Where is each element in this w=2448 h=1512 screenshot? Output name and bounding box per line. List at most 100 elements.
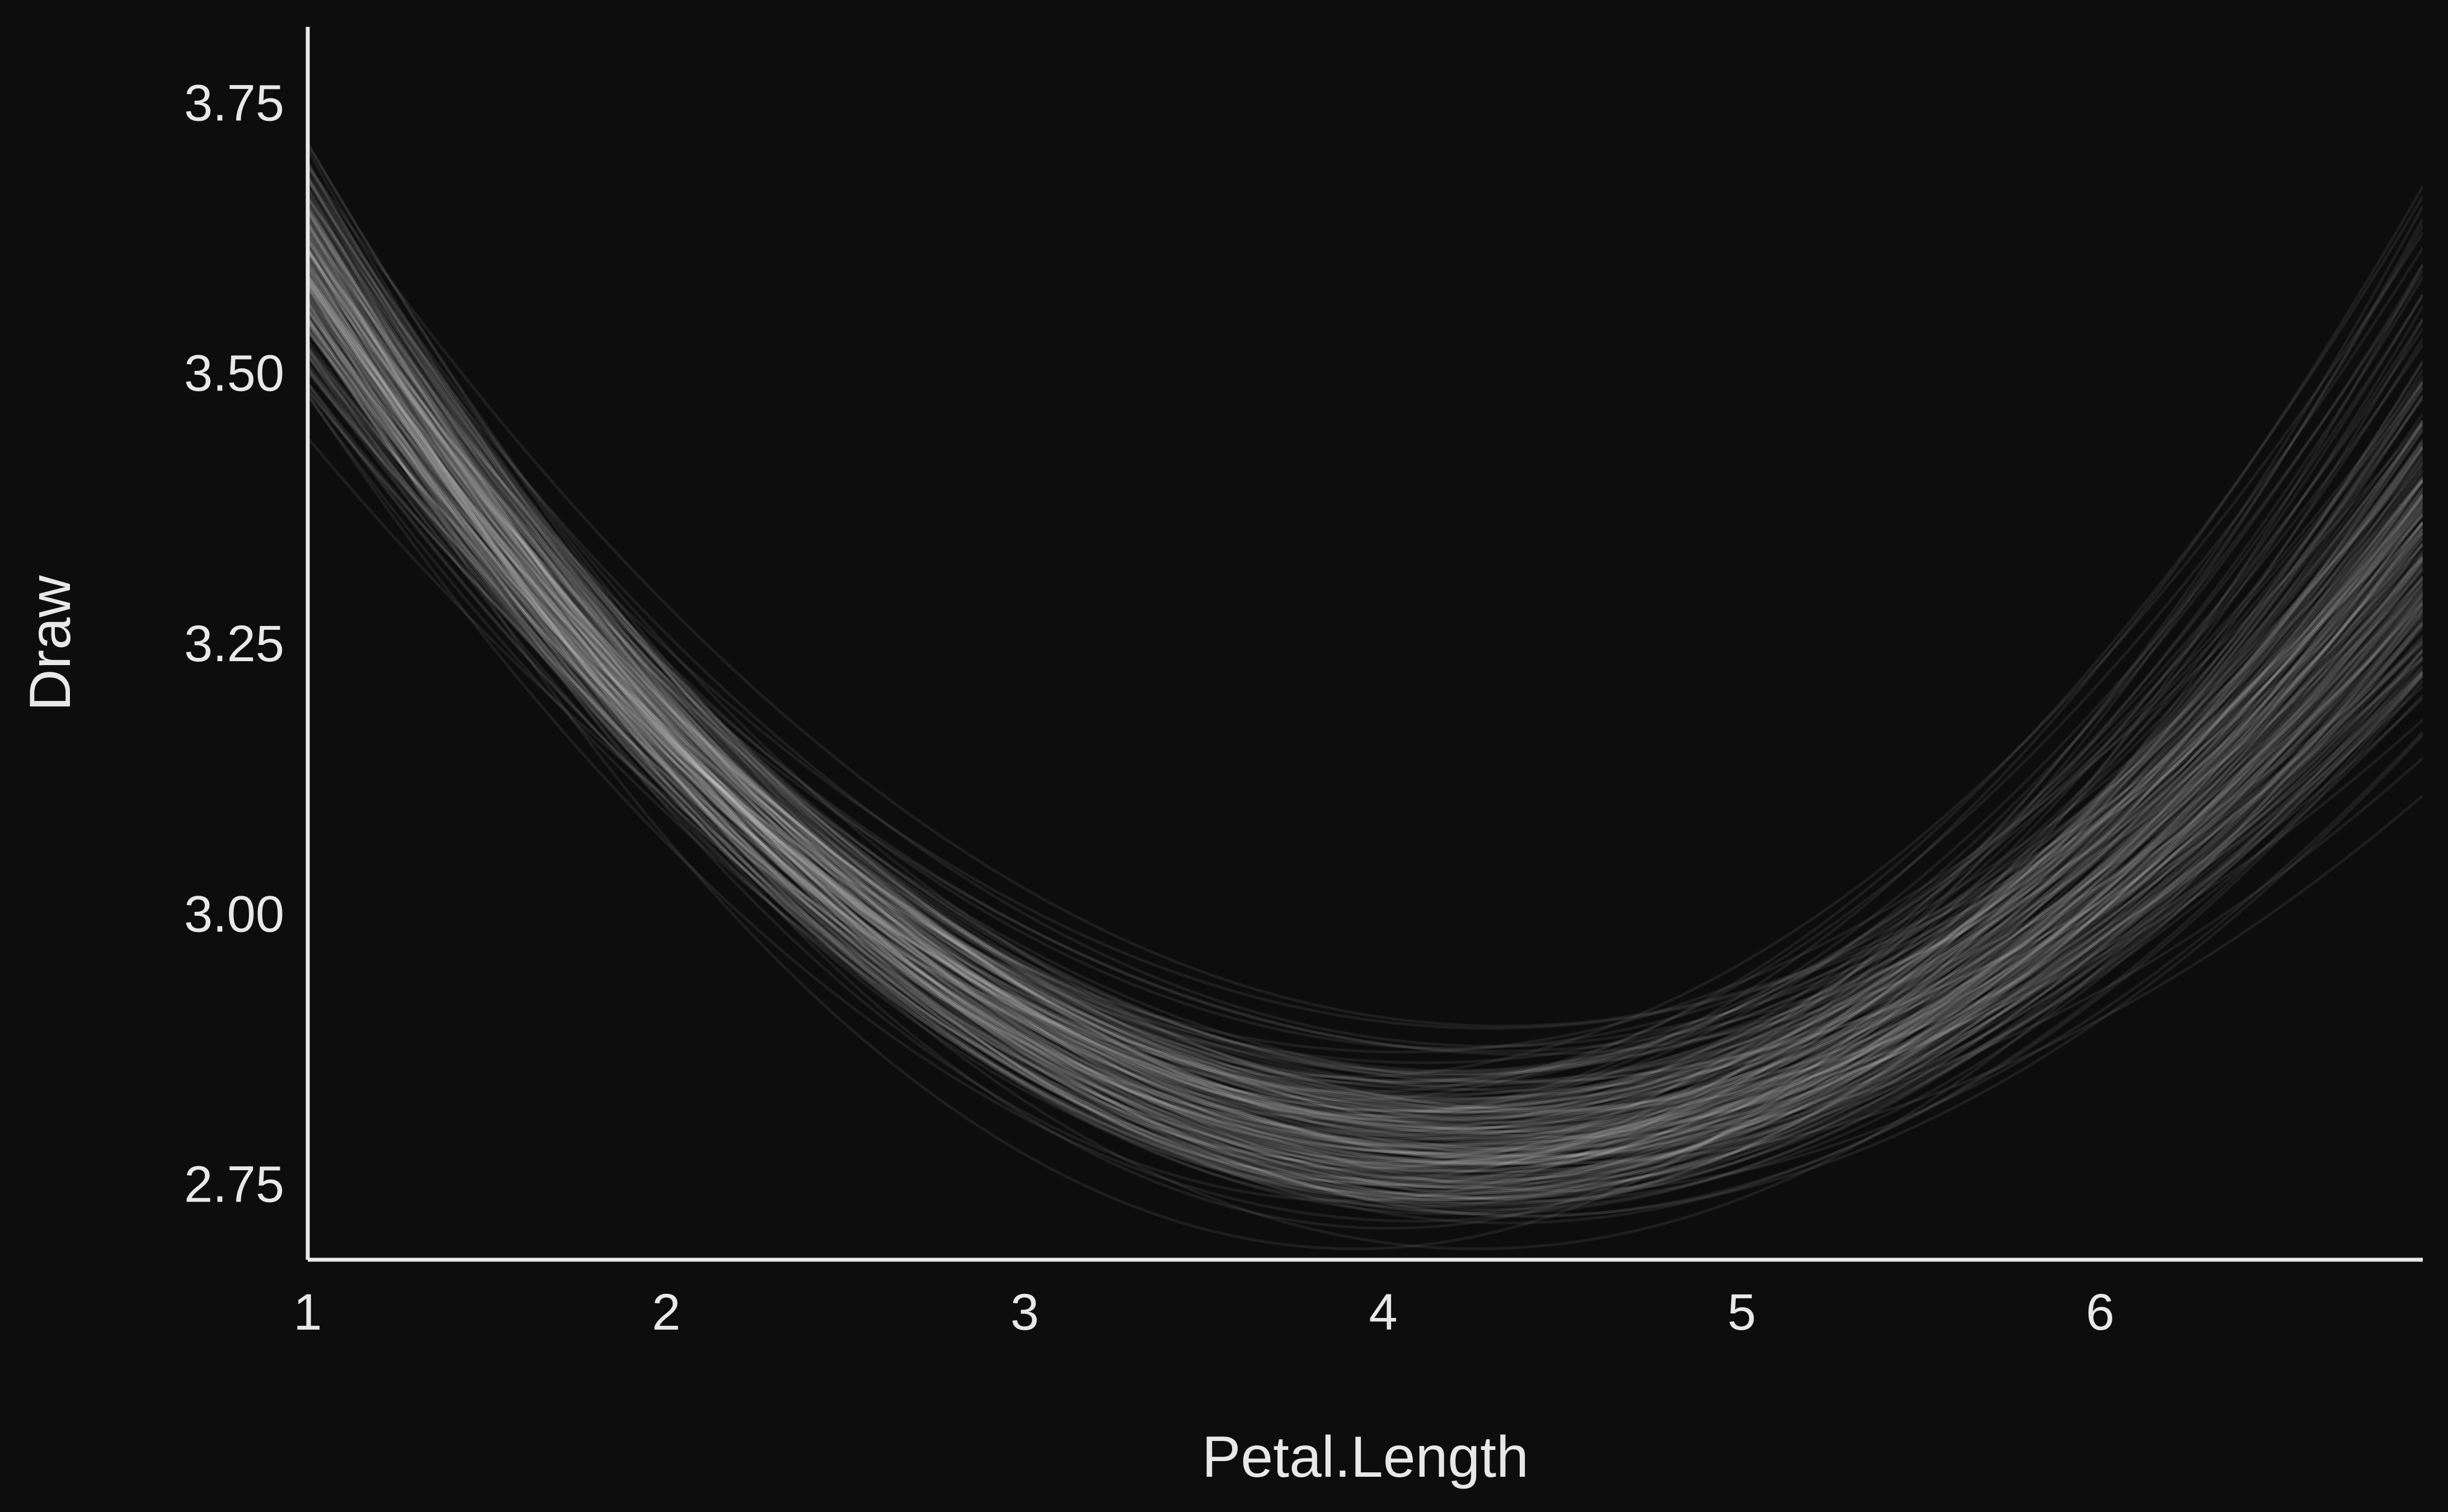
- draw-line: [308, 233, 2423, 1137]
- draw-line: [308, 310, 2423, 1102]
- draw-line: [308, 316, 2423, 1147]
- draw-line: [308, 271, 2423, 1113]
- draw-line: [308, 371, 2423, 1117]
- draw-line: [308, 328, 2423, 1139]
- draw-line: [308, 178, 2423, 1088]
- draw-line: [308, 239, 2423, 1131]
- draw-line: [308, 249, 2423, 1192]
- x-tick-label: 4: [1369, 1284, 1397, 1341]
- draw-line: [308, 275, 2423, 1130]
- draw-line: [308, 234, 2423, 1211]
- draw-line: [308, 243, 2423, 1087]
- y-tick-label: 3.25: [184, 615, 284, 672]
- draw-line: [308, 264, 2423, 1251]
- draw-line: [308, 281, 2423, 1082]
- draw-line: [308, 241, 2423, 1139]
- draw-line: [308, 233, 2423, 1230]
- draw-line: [308, 317, 2423, 1202]
- draw-line: [308, 247, 2423, 1094]
- draw-line: [308, 269, 2423, 1166]
- draw-line: [308, 208, 2423, 1137]
- draw-line: [308, 382, 2423, 1172]
- draw-line: [308, 322, 2423, 1202]
- draw-line: [308, 321, 2423, 1158]
- draw-line: [308, 275, 2423, 1215]
- draw-line: [308, 177, 2423, 1170]
- draw-line: [308, 218, 2423, 1157]
- draw-line: [308, 142, 2423, 1202]
- draw-line: [308, 304, 2423, 1190]
- draw-line: [308, 324, 2423, 1205]
- y-tick-label: 3.75: [184, 74, 284, 131]
- draw-line: [308, 210, 2423, 1192]
- y-tick-label: 3.50: [184, 345, 284, 402]
- draw-line: [308, 266, 2423, 1133]
- draw-line: [308, 223, 2423, 1114]
- draw-line: [308, 284, 2423, 1083]
- draw-line: [308, 297, 2423, 1056]
- draw-line: [308, 213, 2423, 1141]
- draw-line: [308, 250, 2423, 1110]
- draw-line: [308, 347, 2423, 1165]
- draw-line: [308, 175, 2423, 1177]
- draw-line: [308, 202, 2423, 1180]
- draw-line: [308, 178, 2423, 1104]
- draw-line: [308, 362, 2423, 1164]
- draw-line: [308, 249, 2423, 1141]
- draw-line: [308, 320, 2423, 1194]
- draw-line: [308, 230, 2423, 1205]
- draw-line: [308, 225, 2423, 1218]
- draw-line: [308, 355, 2423, 1085]
- draw-line: [308, 247, 2423, 1104]
- draw-line: [308, 273, 2423, 1118]
- draw-line: [308, 308, 2423, 1168]
- draw-line: [308, 237, 2423, 1114]
- draw-line: [308, 302, 2423, 1165]
- draw-line: [308, 213, 2423, 1076]
- draw-line: [308, 228, 2423, 1184]
- draw-line: [308, 344, 2423, 1119]
- draw-line: [308, 209, 2423, 1213]
- draw-line: [308, 216, 2423, 1134]
- draw-line: [308, 248, 2423, 1083]
- draw-line: [308, 165, 2423, 1134]
- draw-line: [308, 266, 2423, 1170]
- draw-line: [308, 242, 2423, 1206]
- draw-line: [308, 222, 2423, 1186]
- draw-line: [308, 218, 2423, 1186]
- x-tick-label: 2: [652, 1284, 680, 1341]
- draw-line: [308, 331, 2423, 1092]
- draw-line: [308, 223, 2423, 1110]
- draw-line: [308, 249, 2423, 1130]
- draw-line: [308, 258, 2423, 1101]
- draw-line: [308, 318, 2423, 1142]
- posterior-draws: [308, 142, 2423, 1251]
- draw-line: [308, 307, 2423, 1185]
- draw-line: [308, 298, 2423, 1131]
- draw-line: [308, 385, 2423, 1154]
- draw-line: [308, 205, 2423, 1200]
- draw-line: [308, 316, 2423, 1200]
- draw-line: [308, 197, 2423, 1161]
- draw-line: [308, 186, 2423, 1117]
- draw-line: [308, 274, 2423, 1092]
- draw-line: [308, 321, 2423, 1173]
- draw-line: [308, 263, 2423, 1111]
- draw-line: [308, 195, 2423, 1101]
- draw-line: [308, 284, 2423, 1180]
- draw-line: [308, 249, 2423, 1108]
- draw-line: [308, 309, 2423, 1174]
- x-tick-label: 6: [2086, 1284, 2115, 1341]
- draw-line: [308, 291, 2423, 1158]
- draw-line: [308, 253, 2423, 1132]
- draw-line: [308, 208, 2423, 1157]
- draw-line: [308, 205, 2423, 1114]
- draw-line: [308, 340, 2423, 1146]
- draw-line: [308, 197, 2423, 1048]
- draw-line: [308, 181, 2423, 1166]
- draw-line: [308, 282, 2423, 1150]
- draw-line: [308, 270, 2423, 1166]
- draw-line: [308, 285, 2423, 1143]
- draw-line: [308, 331, 2423, 1054]
